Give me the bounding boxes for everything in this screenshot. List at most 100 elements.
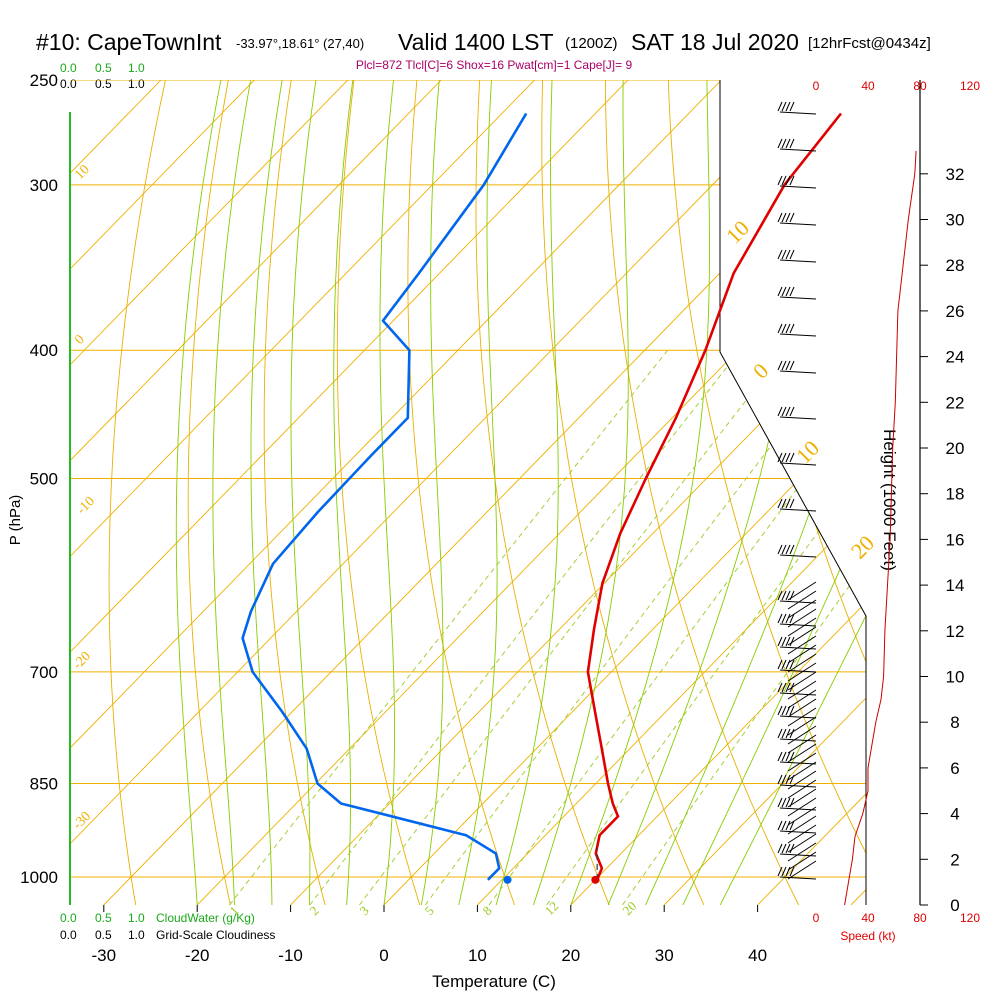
barb-feather (785, 843, 791, 854)
dry-adiabat-line (475, 80, 610, 905)
barb-low (787, 689, 817, 709)
mixing-ratio-label: 8 (480, 903, 495, 918)
title-valid: Valid 1400 LST (398, 29, 554, 55)
barb-low (787, 752, 817, 772)
dry-adiabat-line (666, 80, 866, 905)
barb-feather (785, 636, 791, 647)
wind-barb (777, 820, 817, 834)
dry-adiabat-line (187, 80, 256, 905)
cloud-bottom-green-0: 0.0 (60, 911, 77, 925)
barb-feather (789, 613, 795, 624)
barb-feather (777, 613, 783, 624)
speed-bottom-1: 40 (861, 911, 875, 925)
barb-staff (779, 111, 817, 115)
barb-feather (785, 406, 791, 417)
wind-barb (777, 249, 817, 263)
height-tick-label: 6 (950, 759, 959, 778)
wind-barb (777, 138, 817, 152)
height-tick-label: 8 (950, 713, 959, 732)
barb-feather (777, 682, 783, 693)
isotherm-line (70, 80, 474, 905)
isotherm-line (70, 80, 660, 905)
barb-low (787, 662, 817, 682)
moist-adiabat-line (682, 80, 866, 905)
barb-low (787, 815, 817, 835)
height-tick-label: 16 (946, 530, 965, 549)
moist-adiabat-line (495, 80, 561, 905)
barb-feather (777, 286, 783, 297)
frame (69, 80, 867, 905)
barb-staff (779, 761, 817, 765)
barb-feather (781, 544, 787, 555)
mixing-ratio-label: 20 (620, 898, 640, 918)
barb-low (787, 860, 817, 880)
dry-adiabat-line (605, 80, 800, 905)
barb-feather (789, 101, 795, 112)
barb-staff (779, 876, 817, 880)
x-tick-label: 0 (379, 946, 388, 965)
barb-feather (777, 452, 783, 463)
mixing-ratio-label: 3 (357, 903, 372, 918)
barb-low (787, 635, 817, 655)
cloud-bottom-green-1: 0.5 (95, 911, 112, 925)
moist-adiabat-line (333, 80, 374, 905)
moist-adiabat-line (250, 80, 307, 905)
speed-bottom-0: 0 (813, 911, 820, 925)
height-tick-label: 14 (946, 576, 965, 595)
wind-barb (777, 360, 817, 374)
barb-staff (779, 296, 817, 300)
barb-feather (785, 613, 791, 624)
wind-barb (777, 452, 817, 466)
barb-feather (781, 323, 787, 334)
title-forecast: [12hrFcst@0434z] (808, 35, 931, 52)
barb-feather (777, 360, 783, 371)
barb-feather (781, 498, 787, 509)
pressure-tick-label: 700 (30, 663, 58, 682)
plot-boundary (719, 80, 867, 905)
barb-feather (785, 590, 791, 601)
speed-top-3: 120 (960, 79, 980, 93)
moist-adiabat-line (458, 80, 504, 905)
barb-feather (781, 774, 787, 785)
barb-staff (779, 370, 817, 374)
barb-feather (789, 360, 795, 371)
barb-feather (781, 843, 787, 854)
height-tick-label: 20 (946, 439, 965, 458)
x-tick-label: 30 (655, 946, 674, 965)
isotherm-line (570, 80, 866, 905)
barb-feather (789, 406, 795, 417)
barb-feather (781, 797, 787, 808)
surface-dewpoint-dot (503, 875, 512, 884)
barb-feather (785, 544, 791, 555)
isotherm-label: 20 (846, 530, 879, 563)
barb-feather (789, 249, 795, 260)
x-tick-label: 40 (748, 946, 767, 965)
isotherm-line (196, 80, 866, 905)
barb-feather (781, 751, 787, 762)
height-tick-label: 32 (946, 165, 965, 184)
height-tick-label: 10 (946, 668, 965, 687)
barb-low (787, 788, 817, 808)
barb-low (787, 761, 817, 781)
temperature-line (586, 112, 843, 881)
moist-adiabat-line (379, 80, 412, 905)
barb-feather (777, 406, 783, 417)
wind-barb (777, 728, 817, 742)
barb-feather (777, 659, 783, 670)
mixing-ratio-label: 2 (307, 903, 322, 918)
pressure-tick-label: 400 (30, 341, 58, 360)
barb-feather (789, 705, 795, 716)
isotherm-label: -20 (70, 649, 94, 673)
moist-adiabat-line (719, 80, 866, 905)
moist-adiabat-line (212, 80, 278, 905)
mixing-ratio-line (359, 349, 786, 905)
barb-feather (785, 175, 791, 186)
barb-feather (781, 820, 787, 831)
speed-bottom-3: 120 (960, 911, 980, 925)
barb-staff (779, 715, 817, 719)
barb-feather (781, 249, 787, 260)
isotherm-label: 0 (748, 358, 773, 383)
wind-barb (777, 797, 817, 811)
barb-low (787, 653, 817, 673)
mixing-ratio-line (229, 349, 669, 905)
